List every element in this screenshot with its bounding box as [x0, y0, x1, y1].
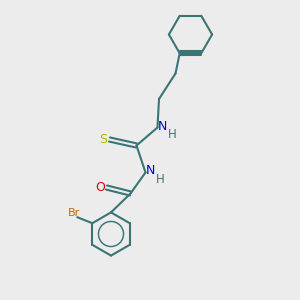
Text: H: H — [155, 172, 164, 186]
Text: S: S — [99, 133, 107, 146]
Text: O: O — [95, 181, 105, 194]
Text: N: N — [158, 119, 167, 133]
Text: N: N — [146, 164, 155, 178]
Text: H: H — [167, 128, 176, 141]
Text: Br: Br — [68, 208, 80, 218]
